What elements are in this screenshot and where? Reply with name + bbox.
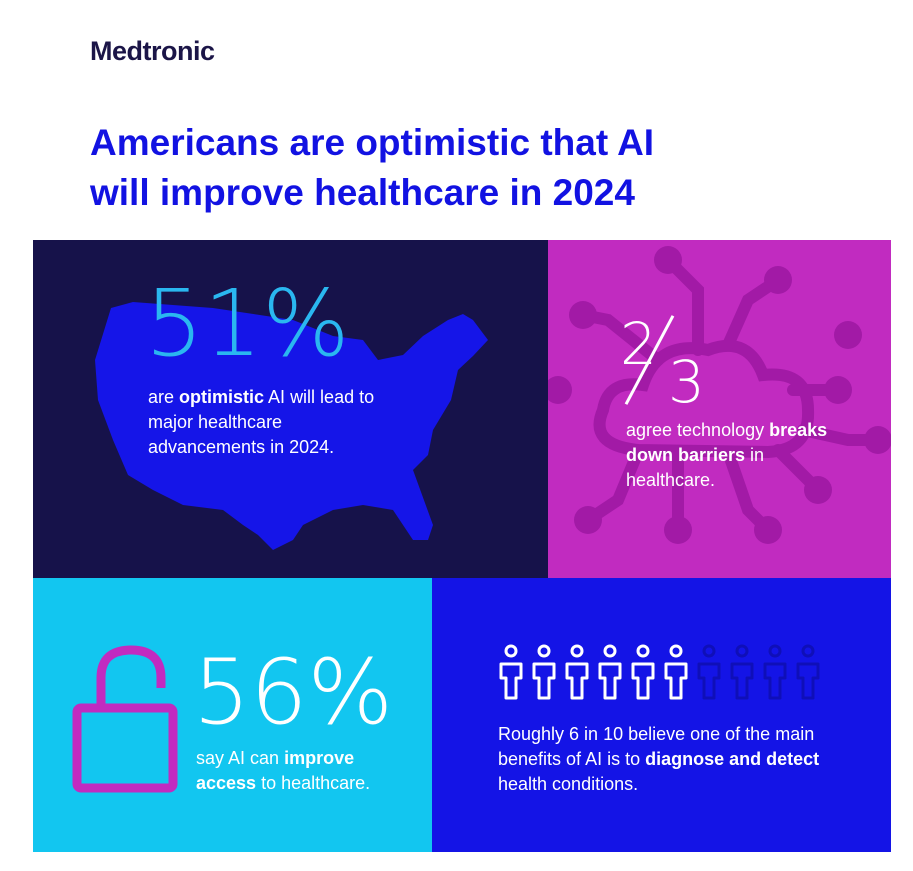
stat-description: Roughly 6 in 10 believe one of the main … [498,724,820,794]
stat-description: say AI can improve access to healthcare. [196,748,371,793]
title-line-1: Americans are optimistic that AI [90,122,655,163]
stat-value-fraction: 2 3 [620,310,705,416]
medtronic-logo: Medtronic [90,36,215,66]
person-icon-empty [697,644,721,700]
circuit-cloud-icon [548,246,891,544]
usa-map-icon [95,302,488,550]
person-icon-filled [499,644,523,700]
person-icon-filled [532,644,556,700]
stat-description: are optimistic AI will lead to major hea… [148,387,375,457]
title-line-2: will improve healthcare in 2024 [90,172,635,213]
person-icon-filled [631,644,655,700]
stat-panel-access: 56% say AI can improve access to healthc… [33,578,432,852]
person-icon-filled [664,644,688,700]
stat-description: agree technology breaks down barriers in… [626,420,828,490]
person-icon-filled [598,644,622,700]
person-icon-empty [730,644,754,700]
stat-panel-optimistic: 51% are optimistic AI will lead to major… [33,240,548,578]
stat-panel-diagnose: Roughly 6 in 10 believe one of the main … [432,578,891,852]
person-icon-empty [796,644,820,700]
person-icon-filled [565,644,589,700]
stat-panel-barriers: 2 3 agree technology breaks down barrier… [548,240,891,578]
stat-value: 51% [145,270,350,377]
page-title: Americans are optimistic that AI will im… [90,118,870,218]
stat-value: 56% [193,640,394,745]
person-icon-empty [763,644,787,700]
unlocked-padlock-icon [72,645,178,793]
